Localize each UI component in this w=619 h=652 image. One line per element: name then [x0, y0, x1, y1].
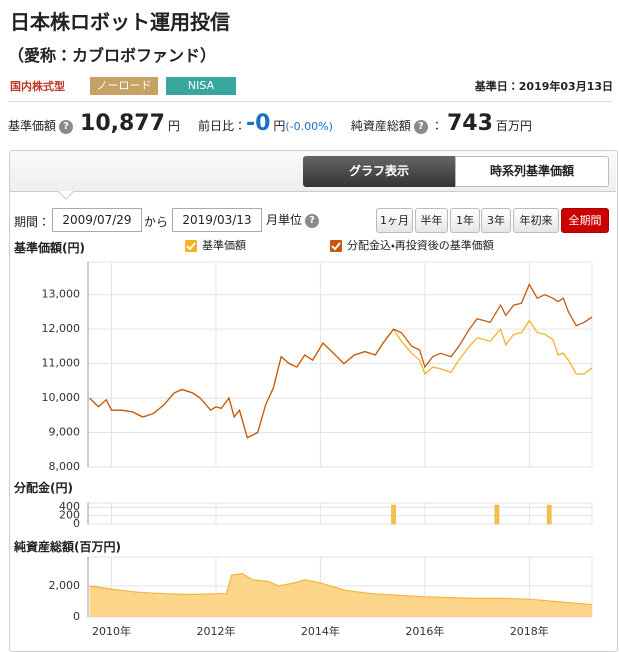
from-sep: から	[144, 215, 169, 229]
category: 国内株式型	[10, 80, 65, 93]
from-input[interactable]: 2009/07/29	[52, 208, 142, 232]
y-tick-label: 13,000	[42, 288, 81, 301]
x-tick-label: 2014年	[301, 624, 340, 638]
y-tick-label: 0	[73, 610, 80, 623]
tab[interactable]: グラフ表示	[303, 156, 455, 187]
tab-notch	[57, 190, 75, 200]
y-tick-label: 12,000	[42, 322, 81, 335]
line	[89, 282, 593, 439]
nav-value: 10,877	[80, 111, 165, 136]
range-button[interactable]: 年初来	[513, 208, 559, 233]
legend-label: 分配金込・再投資後の基準価額	[347, 238, 494, 252]
area	[89, 573, 593, 617]
y-tick-label: 200	[59, 509, 80, 522]
bar	[546, 504, 552, 525]
y-tick-label: 11,000	[42, 357, 81, 370]
range-button[interactable]: 3年	[481, 208, 511, 233]
range-button[interactable]: 全期間	[561, 208, 609, 233]
title: 日本株ロボット運用投信	[10, 10, 230, 34]
legend-check	[331, 242, 341, 251]
y-label: 純資産総額(百万円)	[14, 540, 121, 554]
nav-unit: 円	[167, 119, 180, 133]
help-icon[interactable]: ?	[59, 119, 74, 134]
plot-area	[87, 502, 593, 525]
bar	[391, 504, 396, 525]
legend-label: 基準価額	[202, 238, 246, 252]
y-label: 分配金(円)	[14, 481, 73, 495]
change-pct: (-0.00%)	[285, 120, 333, 133]
range-button[interactable]: 半年	[415, 208, 448, 233]
change-value: -0	[245, 111, 271, 136]
help-icon[interactable]: ?	[305, 213, 320, 228]
nav-label: 基準価額	[8, 119, 57, 133]
x-tick-label: 2010年	[92, 624, 131, 638]
bar	[494, 504, 500, 525]
unit-row: 月単位?	[266, 210, 322, 230]
assets-unit: 百万円	[495, 119, 532, 133]
x-tick-label: 2018年	[510, 624, 549, 638]
tag: ノーロード	[90, 77, 158, 95]
unit-label: 月単位	[266, 213, 303, 227]
range-button[interactable]: 1ヶ月	[376, 208, 413, 233]
assets-sep: ：	[430, 119, 443, 133]
legend-check	[186, 242, 196, 251]
x-tick-label: 2012年	[196, 624, 235, 638]
assets-value: 743	[446, 111, 493, 136]
y-tick-label: 8,000	[49, 460, 81, 473]
y-tick-label: 10,000	[42, 391, 81, 404]
x-tick-label: 2016年	[405, 624, 444, 638]
change-label: 前日比：	[197, 119, 246, 133]
y-label: 基準価額(円)	[14, 241, 85, 255]
y-tick-label: 400	[59, 500, 80, 513]
tab[interactable]: 時系列基準価額	[455, 156, 609, 187]
change-unit: 円	[273, 119, 286, 133]
y-tick-label: 0	[73, 517, 80, 530]
help-icon[interactable]: ?	[413, 119, 428, 134]
plot-area	[87, 261, 593, 468]
legend-swatch	[330, 240, 342, 252]
info-row: 基準価額? 10,877 円前日比：-0 円(-0.00%) 純資産総額?： 743 百万円	[8, 110, 532, 141]
assets-label: 純資産総額	[350, 119, 411, 133]
y-tick-label: 9,000	[49, 426, 81, 439]
period-label: 期間：	[14, 215, 51, 229]
divider	[8, 101, 612, 102]
base-date: 基準日：2019年03月13日	[474, 80, 613, 93]
area-line	[89, 572, 593, 606]
subtitle: （愛称：カブロボファンド）	[8, 46, 217, 65]
to-input[interactable]: 2019/03/13	[172, 208, 262, 232]
y-tick-label: 2,000	[49, 579, 81, 592]
range-button[interactable]: 1年	[450, 208, 480, 233]
tag: NISA	[166, 77, 236, 95]
legend-swatch	[185, 240, 197, 252]
